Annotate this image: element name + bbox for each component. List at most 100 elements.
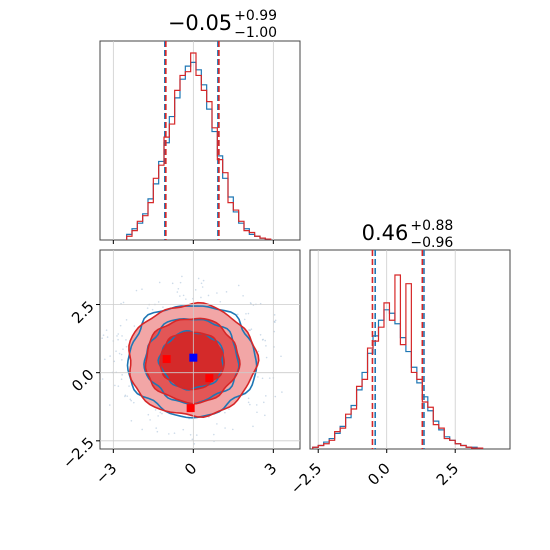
scatter-point xyxy=(207,294,210,297)
scatter-point xyxy=(130,399,132,402)
x-tick-label: −3 xyxy=(92,459,120,487)
scatter-point xyxy=(237,284,240,287)
scatter-point xyxy=(114,384,116,387)
scatter-point xyxy=(106,336,109,338)
scatter-point xyxy=(257,376,259,378)
scatter-point xyxy=(125,339,127,341)
title2-sub: −0.96 xyxy=(410,235,453,251)
scatter-point xyxy=(156,430,159,433)
scatter-point xyxy=(216,423,218,425)
scatter-point xyxy=(265,395,267,397)
histogram-series-1 xyxy=(312,274,484,449)
marker-2 xyxy=(186,404,195,413)
scatter-point xyxy=(128,385,130,387)
scatter-point xyxy=(181,275,183,278)
scatter-point xyxy=(116,335,118,337)
scatter-point xyxy=(265,345,267,347)
scatter-point xyxy=(101,378,104,380)
contour-line-blue-0 xyxy=(126,305,258,419)
plot-frame xyxy=(99,40,301,241)
scatter-point xyxy=(201,286,204,288)
scatter-point xyxy=(236,313,239,316)
title2-main: 0.46 xyxy=(362,221,409,245)
scatter-point xyxy=(162,306,164,308)
scatter-point xyxy=(261,339,264,341)
scatter-point xyxy=(224,411,226,414)
scatter-point xyxy=(141,428,143,431)
scatter-point xyxy=(262,401,265,404)
scatter-point xyxy=(120,302,122,305)
scatter-point xyxy=(117,333,120,335)
scatter-point xyxy=(281,391,283,393)
scatter-point xyxy=(141,288,143,290)
scatter-point xyxy=(249,403,251,406)
scatter-point xyxy=(120,378,123,380)
scatter-point xyxy=(179,295,181,297)
histogram-series-0 xyxy=(312,309,484,449)
scatter-point xyxy=(197,277,200,280)
scatter-point xyxy=(173,432,176,434)
scatter-point xyxy=(158,281,161,284)
scatter-point xyxy=(280,355,282,358)
scatter-point xyxy=(213,433,215,436)
scatter-point xyxy=(193,443,196,445)
contour-line-red-0 xyxy=(128,301,260,418)
marker-1 xyxy=(162,355,171,364)
x-tick-label: 0.0 xyxy=(364,459,394,489)
scatter-point xyxy=(119,324,122,327)
scatter-point xyxy=(252,425,254,428)
scatter-point xyxy=(102,334,105,336)
histogram-series-0 xyxy=(126,61,272,240)
scatter-point xyxy=(245,312,247,315)
scatter-point xyxy=(202,279,205,282)
top-histogram-panel xyxy=(99,40,301,244)
scatter-point xyxy=(274,395,277,398)
scatter-point xyxy=(219,300,222,303)
title1-main: −0.05 xyxy=(168,11,232,35)
y-tick-label: 0.0 xyxy=(68,366,98,396)
scatter-point xyxy=(99,380,102,382)
scatter-point xyxy=(126,395,129,397)
scatter-point xyxy=(224,427,226,429)
scatter-point xyxy=(256,411,258,414)
plot-frame xyxy=(309,249,511,450)
scatter-point xyxy=(125,345,128,348)
scatter-point xyxy=(274,321,276,323)
scatter-point xyxy=(151,308,154,311)
scatter-point xyxy=(242,294,244,297)
scatter-point xyxy=(135,289,138,292)
contour-line-red-2 xyxy=(159,331,226,391)
scatter-point xyxy=(117,385,120,387)
title1-sup: +0.99 xyxy=(234,8,277,24)
scatter-point xyxy=(122,348,124,350)
scatter-point xyxy=(247,401,250,404)
scatter-point xyxy=(243,318,246,321)
scatter-point xyxy=(108,404,111,406)
scatter-point xyxy=(177,287,180,290)
scatter-point xyxy=(185,298,187,300)
scatter-point xyxy=(264,339,266,342)
scatter-point xyxy=(259,334,262,336)
scatter-point xyxy=(265,356,268,359)
scatter-point xyxy=(273,314,276,316)
scatter-point xyxy=(105,329,108,331)
scatter-point xyxy=(118,352,121,355)
x-tick-label: 2.5 xyxy=(433,459,463,489)
scatter-point xyxy=(155,427,158,429)
contour-line-blue-1 xyxy=(143,318,240,405)
scatter-point xyxy=(129,398,132,401)
scatter-point xyxy=(261,377,264,380)
scatter-point xyxy=(125,319,128,321)
scatter-point xyxy=(248,329,250,331)
scatter-point xyxy=(191,438,194,441)
contour-line-red-1 xyxy=(144,317,241,405)
right-histogram-panel: −2.5 0.0 2.5 xyxy=(287,249,511,498)
scatter-point xyxy=(194,289,197,291)
scatter-point xyxy=(101,337,103,340)
scatter-point xyxy=(168,433,170,435)
scatter-point xyxy=(264,414,266,417)
scatter-point xyxy=(182,294,185,297)
scatter-point xyxy=(195,434,198,436)
x-tick-label: −2.5 xyxy=(287,459,325,497)
